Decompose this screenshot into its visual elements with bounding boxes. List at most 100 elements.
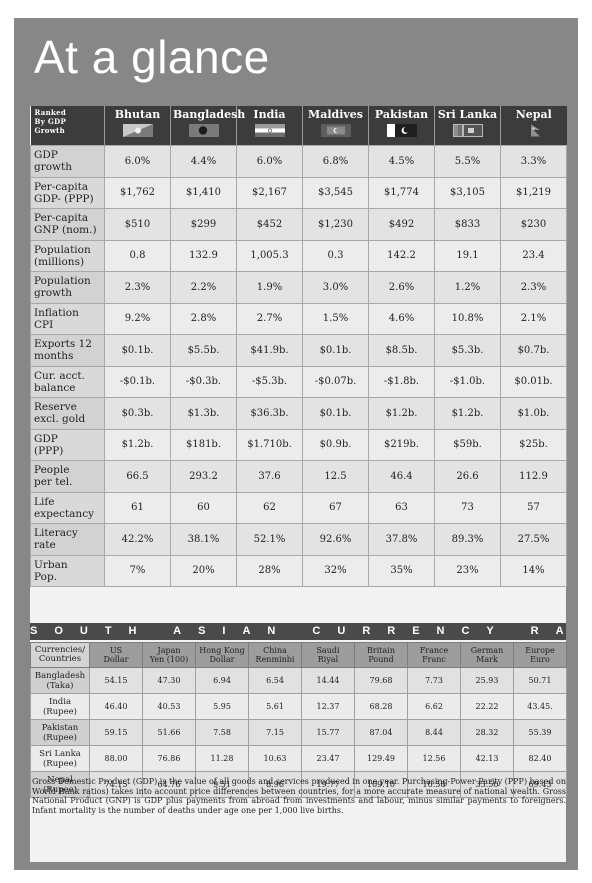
stats-row: Inflation CPI 9.2% 2.8% 2.7% 1.5% 4.6% 10.8% 2.1…	[30, 302, 567, 335]
stats-row: Per-capita GNP (nom.) $510 $299 $452 $1,230 $4…	[30, 208, 567, 241]
currency-value-cell: 12.56	[407, 745, 461, 772]
stats-value-cell: $3,545	[302, 176, 369, 209]
currency-value-cell: 5.61	[248, 693, 302, 720]
currency-header-line: Euro	[530, 655, 550, 664]
stats-value-cell: 27.5%	[500, 523, 567, 556]
currency-value-cell: 82.40	[513, 745, 567, 772]
stats-label-line: GDP- (PPP)	[34, 192, 94, 205]
stats-value-cell: -$1.8b.	[368, 365, 435, 398]
stats-value-cell: 37.8%	[368, 523, 435, 556]
stats-label-line: Population	[34, 243, 91, 256]
stats-value-cell: 10.8%	[434, 302, 501, 335]
stats-label-line: (PPP)	[34, 444, 64, 457]
currency-label-line: (Rupee)	[42, 732, 77, 743]
stats-value-cell: 1.9%	[236, 271, 303, 304]
stats-value-cell: 20%	[170, 554, 237, 587]
country-header-nepal: Nepal	[500, 106, 567, 146]
stats-value-cell: 26.6	[434, 460, 501, 493]
currency-header: Britain Pound	[354, 642, 408, 668]
stats-value-cell: 57	[500, 491, 567, 524]
currency-header-line: Renminbi	[255, 655, 295, 664]
stats-value-cell: 9.2%	[104, 302, 171, 335]
currency-value-cell: 8.96	[248, 771, 302, 798]
currency-row: Pakistan (Rupee) 59.15 51.66 7.58 7.15 15.77 87…	[30, 719, 567, 746]
currency-value-cell: 74.15	[89, 771, 143, 798]
stats-value-cell: 62	[236, 491, 303, 524]
stats-value-cell: -$5.3b.	[236, 365, 303, 398]
stats-value-cell: 2.8%	[170, 302, 237, 335]
stats-value-cell: 3.3%	[500, 145, 567, 178]
country-name: Bhutan	[114, 108, 161, 121]
stats-value-cell: $59b.	[434, 428, 501, 461]
stats-row: Life expectancy 61 60 62 67 63 73 57	[30, 491, 567, 524]
stats-value-cell: $492	[368, 208, 435, 241]
stats-value-cell: 28%	[236, 554, 303, 587]
rank-header-line: By GDP	[34, 117, 67, 126]
currency-rates-banner: SOUTH ASIAN CURRENCY RATES	[30, 623, 566, 640]
stats-label-line: Exports 12	[34, 338, 92, 351]
stats-value-cell: $36.3b.	[236, 397, 303, 430]
currency-header-line: Britain	[367, 646, 395, 655]
stats-label-line: Urban	[34, 558, 68, 571]
stats-value-cell: $3,105	[434, 176, 501, 209]
stats-value-cell: $0.1b.	[302, 334, 369, 367]
stats-value-cell: $25b.	[500, 428, 567, 461]
stats-value-cell: $1.2b.	[104, 428, 171, 461]
currency-header-line: US	[109, 646, 123, 655]
currency-value-cell: 7.73	[407, 667, 461, 694]
currency-row-label: Bangladesh (Taka)	[30, 667, 90, 694]
currency-label-line: (Rupee)	[42, 706, 77, 717]
currency-header-line: Hong Kong	[199, 646, 245, 655]
stats-label-line: months	[34, 350, 74, 363]
stats-value-cell: 89.3%	[434, 523, 501, 556]
stats-value-cell: $452	[236, 208, 303, 241]
stats-value-cell: 38.1%	[170, 523, 237, 556]
stats-row: Per-capita GDP- (PPP) $1,762 $1,410 $2,167 $3…	[30, 176, 567, 209]
currency-value-cell: 43.45.	[513, 693, 567, 720]
currency-header: China Renminbi	[248, 642, 302, 668]
currency-label-line: (Taka)	[46, 680, 74, 691]
currency-row: India (Rupee) 46.40 40.53 5.95 5.61 12.37 68.28…	[30, 693, 567, 720]
currency-row-label: Sri Lanka (Rupee)	[30, 745, 90, 772]
rank-header-line: Ranked	[34, 108, 67, 117]
stats-row-label: Literacy rate	[30, 523, 105, 556]
currency-value-cell: 12.37	[301, 693, 355, 720]
stats-label-line: Pop.	[34, 570, 58, 583]
stats-label-line: Inflation	[34, 306, 79, 319]
currency-value-cell: 35.50	[460, 771, 514, 798]
currency-header: Japan Yen (100)	[142, 642, 196, 668]
stats-value-cell: 12.5	[302, 460, 369, 493]
currency-label-line: (Rupee)	[42, 758, 77, 769]
currency-label-line: Sri Lanka	[39, 748, 81, 759]
currency-value-cell: 8.44	[407, 719, 461, 746]
stats-value-cell: 6.8%	[302, 145, 369, 178]
stats-value-cell: $181b.	[170, 428, 237, 461]
stats-label-line: Life	[34, 495, 55, 508]
currency-header-line: Dollar	[209, 655, 235, 664]
stats-value-cell: 2.2%	[170, 271, 237, 304]
currency-row: Nepal (Rupee) 74.15 64.76 9.51 8.96 19.77 109.1…	[30, 771, 567, 798]
stats-row-label: Exports 12 months	[30, 334, 105, 367]
currency-value-cell: 76.86	[142, 745, 196, 772]
stats-value-cell: -$0.07b.	[302, 365, 369, 398]
currency-value-cell: 50.71	[513, 667, 567, 694]
currency-value-cell: 55.39	[513, 719, 567, 746]
country-header-pakistan: Pakistan	[368, 106, 435, 146]
stats-value-cell: 52.1%	[236, 523, 303, 556]
stats-value-cell: 66.5	[104, 460, 171, 493]
country-header-maldives: Maldives	[302, 106, 369, 146]
stats-row: Literacy rate 42.2% 38.1% 52.1% 92.6% 37.8% 89.…	[30, 523, 567, 556]
stats-value-cell: $1,410	[170, 176, 237, 209]
stats-row-label: Cur. acct. balance	[30, 365, 105, 398]
stats-label-line: (millions)	[34, 255, 85, 268]
currency-value-cell: 22.22	[460, 693, 514, 720]
stats-value-cell: 92.6%	[302, 523, 369, 556]
stats-value-cell: 4.4%	[170, 145, 237, 178]
currency-value-cell: 11.28	[195, 745, 249, 772]
stats-value-cell: 1.5%	[302, 302, 369, 335]
stats-value-cell: $1.2b.	[368, 397, 435, 430]
stats-header-row: Ranked By GDP Growth Bhutan Bangladesh I…	[30, 106, 567, 146]
stats-value-cell: 142.2	[368, 239, 435, 272]
currency-row: Bangladesh (Taka) 54.15 47.30 6.94 6.54 14.44 7…	[30, 667, 567, 694]
stats-value-cell: $219b.	[368, 428, 435, 461]
